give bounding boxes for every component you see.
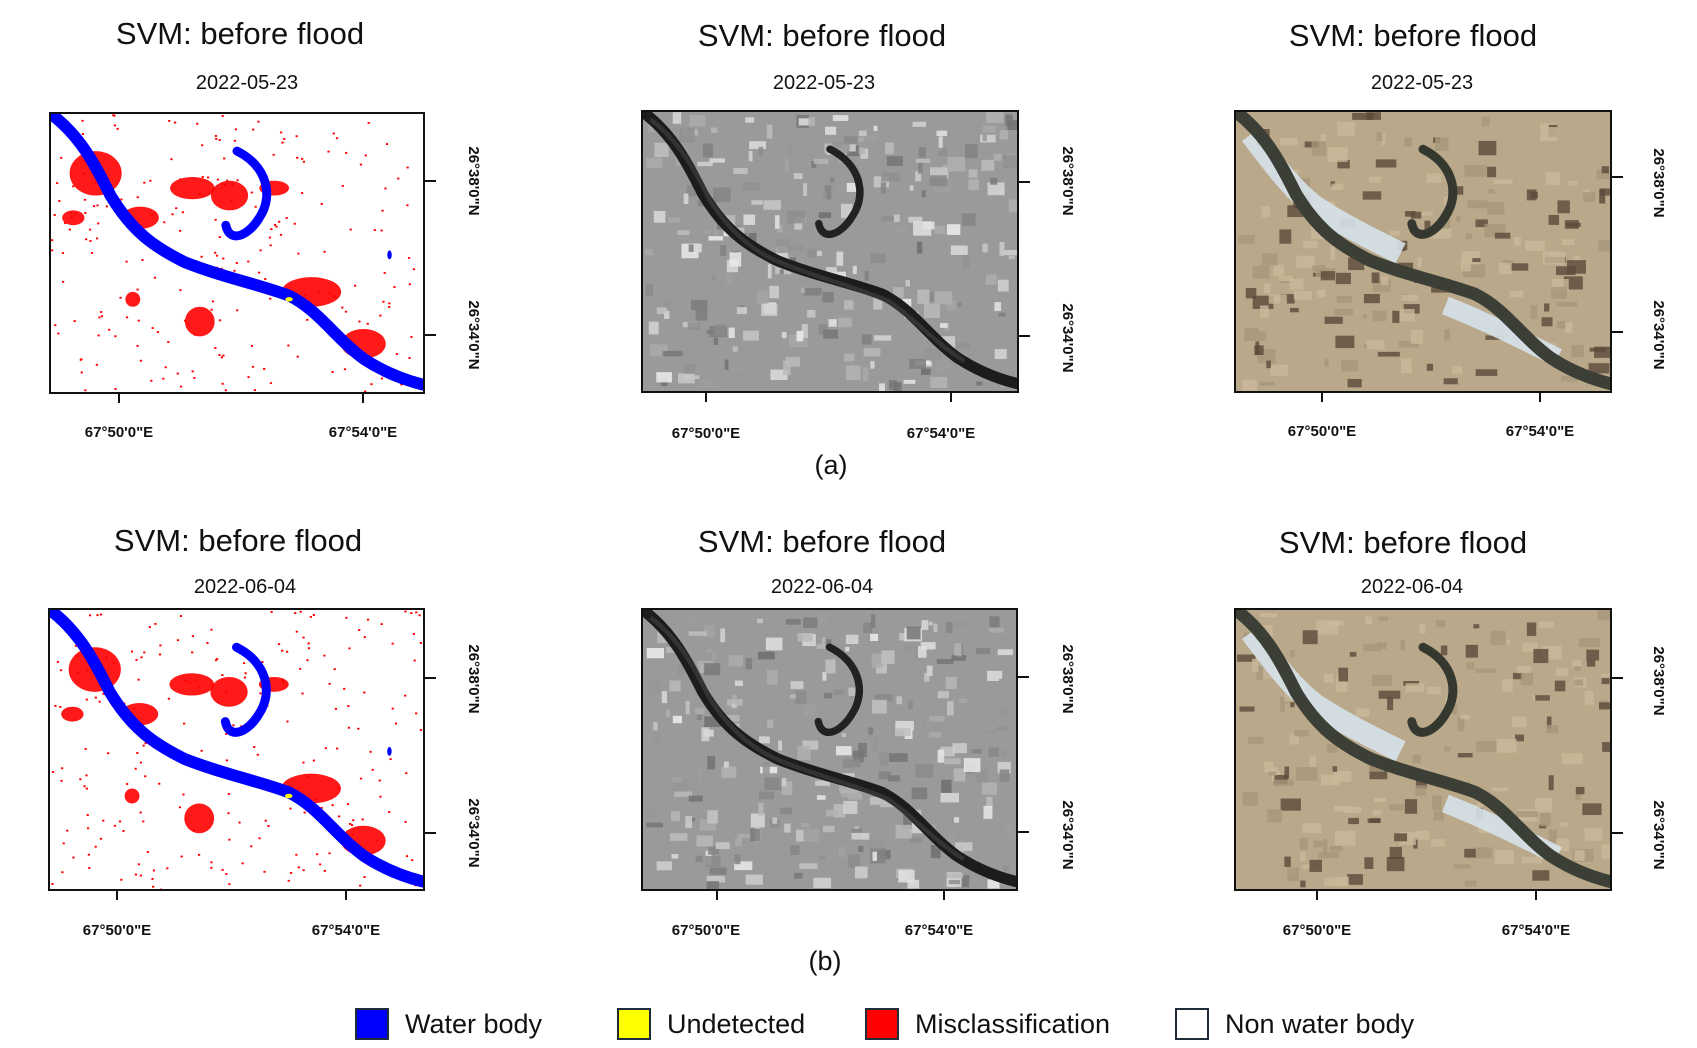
panel-date: 2022-06-04 — [612, 576, 1032, 599]
x-tick-label: 67°50'0"E — [646, 922, 766, 939]
y-tick-mark — [1018, 831, 1029, 833]
y-tick-mark — [1019, 335, 1030, 337]
panel-title: SVM: before flood — [1193, 525, 1613, 561]
x-tick-label: 67°50'0"E — [59, 424, 179, 441]
optical-image — [1234, 110, 1612, 393]
panel-date: 2022-05-23 — [37, 72, 457, 95]
y-tick-label: 26°34'0"N — [465, 280, 482, 390]
y-tick-label: 26°34'0"N — [465, 778, 482, 888]
y-tick-mark — [425, 180, 436, 182]
x-tick-label: 67°50'0"E — [57, 922, 177, 939]
optical-image — [1234, 608, 1612, 891]
x-tick-mark — [950, 393, 952, 402]
panel-title: SVM: before flood — [612, 18, 1032, 54]
y-tick-mark — [425, 677, 436, 679]
x-tick-mark — [1539, 393, 1541, 402]
legend-swatch — [355, 1008, 389, 1040]
x-tick-mark — [1535, 891, 1537, 900]
x-tick-mark — [116, 891, 118, 900]
x-tick-mark — [362, 394, 364, 403]
panel-date: 2022-06-04 — [1202, 576, 1622, 599]
x-tick-label: 67°50'0"E — [646, 425, 766, 442]
x-tick-mark — [705, 393, 707, 402]
legend-label: Non water body — [1225, 1009, 1414, 1040]
y-tick-label: 26°34'0"N — [1059, 283, 1076, 393]
panel-date: 2022-05-23 — [614, 72, 1034, 95]
x-tick-label: 67°54'0"E — [286, 922, 406, 939]
sar-image — [641, 110, 1019, 393]
x-tick-mark — [716, 891, 718, 900]
panel-title: SVM: before flood — [28, 523, 448, 559]
y-tick-mark — [1612, 832, 1623, 834]
y-tick-label: 26°38'0"N — [1650, 626, 1667, 736]
y-tick-mark — [425, 832, 436, 834]
legend-swatch — [1175, 1008, 1209, 1040]
classification-map — [48, 608, 425, 891]
y-tick-label: 26°38'0"N — [1650, 128, 1667, 238]
x-tick-mark — [943, 891, 945, 900]
legend-swatch — [617, 1008, 651, 1040]
y-tick-label: 26°34'0"N — [1650, 780, 1667, 890]
x-tick-label: 67°50'0"E — [1257, 922, 1377, 939]
x-tick-mark — [118, 394, 120, 403]
x-tick-mark — [345, 891, 347, 900]
panel-title: SVM: before flood — [1203, 18, 1623, 54]
panel-date: 2022-06-04 — [35, 576, 455, 599]
y-tick-label: 26°38'0"N — [1059, 624, 1076, 734]
y-tick-mark — [425, 334, 436, 336]
row-label-b: (b) — [795, 946, 855, 977]
x-tick-mark — [1316, 891, 1318, 900]
legend-label: Misclassification — [915, 1009, 1110, 1040]
row-label-a: (a) — [801, 450, 861, 481]
panel-date: 2022-05-23 — [1212, 72, 1632, 95]
x-tick-label: 67°50'0"E — [1262, 423, 1382, 440]
y-tick-label: 26°38'0"N — [1059, 126, 1076, 236]
legend-label: Undetected — [667, 1009, 805, 1040]
sar-image — [641, 608, 1018, 891]
y-tick-label: 26°38'0"N — [465, 624, 482, 734]
classification-map — [49, 112, 425, 394]
y-tick-label: 26°34'0"N — [1059, 780, 1076, 890]
y-tick-label: 26°34'0"N — [1650, 280, 1667, 390]
y-tick-mark — [1612, 331, 1623, 333]
x-tick-label: 67°54'0"E — [881, 425, 1001, 442]
x-tick-label: 67°54'0"E — [1480, 423, 1600, 440]
y-tick-mark — [1019, 181, 1030, 183]
x-tick-label: 67°54'0"E — [1476, 922, 1596, 939]
x-tick-label: 67°54'0"E — [303, 424, 423, 441]
legend-label: Water body — [405, 1009, 542, 1040]
y-tick-label: 26°38'0"N — [465, 126, 482, 236]
legend-swatch — [865, 1008, 899, 1040]
panel-title: SVM: before flood — [30, 16, 450, 52]
x-tick-label: 67°54'0"E — [879, 922, 999, 939]
x-tick-mark — [1321, 393, 1323, 402]
panel-title: SVM: before flood — [612, 524, 1032, 560]
y-tick-mark — [1018, 676, 1029, 678]
y-tick-mark — [1612, 176, 1623, 178]
y-tick-mark — [1612, 677, 1623, 679]
